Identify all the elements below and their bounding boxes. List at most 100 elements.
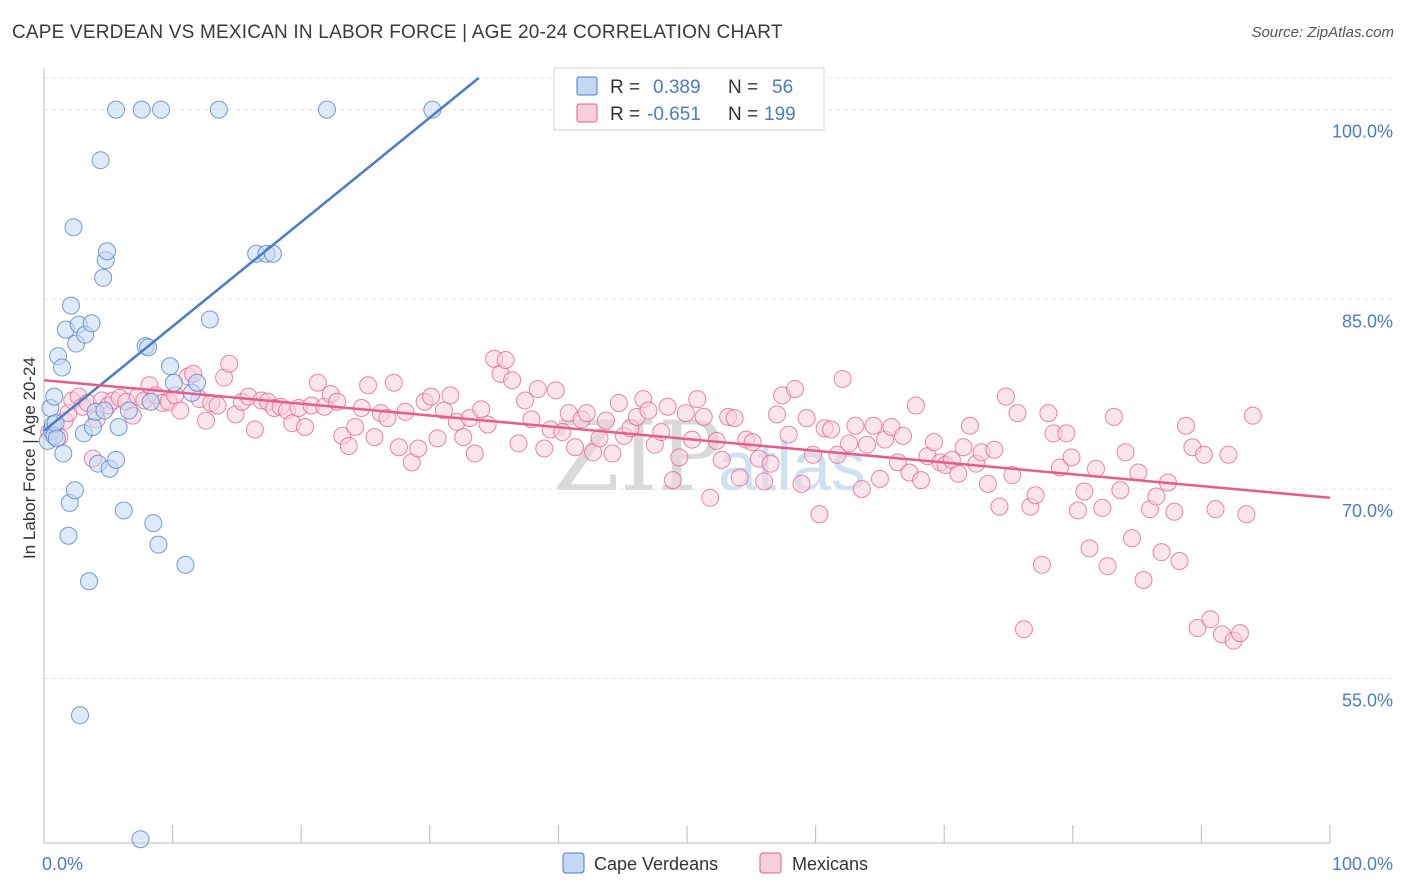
mexican-point xyxy=(339,436,358,455)
mexican-point xyxy=(688,390,707,409)
cape-verdean-point xyxy=(161,357,180,376)
mexican-point xyxy=(792,474,811,493)
mexican-point xyxy=(1104,407,1123,426)
cape-verdean-point xyxy=(65,481,84,500)
series-swatch-mexicans xyxy=(759,852,782,874)
mexican-point xyxy=(1170,552,1189,571)
cape-verdean-point xyxy=(98,242,117,261)
mexican-point xyxy=(761,454,780,473)
mexican-point xyxy=(596,411,615,430)
mexican-point xyxy=(1188,619,1207,638)
series-swatch-cape-verdeans xyxy=(562,852,585,874)
cape-verdean-point xyxy=(62,296,81,315)
mexican-point xyxy=(985,440,1004,459)
mexican-point xyxy=(1075,482,1094,501)
cape-verdean-point xyxy=(317,100,336,119)
mexican-point xyxy=(296,417,315,436)
mexican-point xyxy=(768,405,787,424)
mexican-point xyxy=(378,409,397,428)
mexican-point xyxy=(755,472,774,491)
legend-swatch-cape-verdeans xyxy=(576,76,598,96)
mexican-point xyxy=(864,416,883,435)
series-legend: Cape Verdeans Mexicans xyxy=(562,852,868,874)
legend-r-value-2: -0.651 xyxy=(647,104,701,125)
mexican-point xyxy=(852,479,871,498)
mexican-point xyxy=(712,450,731,469)
mexican-point xyxy=(1116,443,1135,462)
mexican-point xyxy=(725,409,744,428)
mexican-point xyxy=(797,409,816,428)
mexican-point xyxy=(894,426,913,445)
mexican-point xyxy=(1062,448,1081,467)
mexican-point xyxy=(1206,500,1225,519)
mexican-point xyxy=(978,474,997,493)
mexican-point xyxy=(786,380,805,399)
cape-verdean-point xyxy=(263,244,282,263)
mexican-point xyxy=(428,429,447,448)
mexican-point xyxy=(515,391,534,410)
cape-verdean-point xyxy=(83,417,102,436)
mexican-point xyxy=(1026,486,1045,505)
mexican-point xyxy=(730,468,749,487)
mexican-point xyxy=(577,404,596,423)
mexican-point xyxy=(1219,445,1238,464)
cape-verdean-point xyxy=(107,100,126,119)
mexican-point xyxy=(1147,487,1166,506)
mexican-point xyxy=(1129,463,1148,482)
mexican-point xyxy=(496,350,515,369)
cape-verdean-point xyxy=(80,572,99,591)
mexican-point xyxy=(954,438,973,457)
mexican-point xyxy=(663,471,682,490)
mexican-point xyxy=(1098,557,1117,576)
mexican-point xyxy=(465,444,484,463)
cape-verdean-point xyxy=(71,706,90,725)
x-tick-label-max: 100.0% xyxy=(1332,854,1393,874)
mexican-point xyxy=(1057,424,1076,443)
mexican-point xyxy=(1194,445,1213,464)
cape-verdean-point xyxy=(47,429,66,448)
mexican-point xyxy=(676,404,695,423)
mexican-point xyxy=(1230,624,1249,643)
mexican-point xyxy=(409,439,428,458)
mexican-point xyxy=(996,387,1015,406)
mexican-point xyxy=(906,396,925,415)
y-tick-label: 85.0% xyxy=(1342,311,1393,331)
mexican-point xyxy=(359,376,378,395)
mexican-point xyxy=(990,497,1009,516)
legend-box xyxy=(553,67,825,131)
cape-verdean-point xyxy=(209,100,228,119)
cape-verdean-point xyxy=(45,387,64,406)
cape-verdean-point xyxy=(82,314,101,333)
cape-verdean-point xyxy=(176,555,195,574)
cape-verdean-point xyxy=(152,100,171,119)
y-tick-label: 100.0% xyxy=(1332,122,1393,142)
mexican-point xyxy=(810,505,829,524)
mexican-point xyxy=(833,369,852,388)
mexican-point xyxy=(535,439,554,458)
mexican-point xyxy=(949,464,968,483)
cape-verdean-trend-line xyxy=(43,77,480,432)
legend-r-label-2: R = xyxy=(610,104,640,125)
mexican-point xyxy=(1176,416,1195,435)
mexican-point xyxy=(822,420,841,439)
cape-verdean-point xyxy=(119,401,138,420)
y-axis-label: In Labor Force | Age 20-24 xyxy=(20,357,39,559)
mexican-point xyxy=(1039,404,1058,423)
cape-verdean-point xyxy=(144,514,163,533)
mexican-point xyxy=(308,373,327,392)
mexican-point xyxy=(509,434,528,453)
cape-verdean-point xyxy=(164,373,183,392)
mexican-point xyxy=(389,438,408,457)
mexican-point xyxy=(870,469,889,488)
mexican-point xyxy=(472,400,491,419)
mexican-point xyxy=(1080,539,1099,558)
cape-verdean-point xyxy=(132,100,151,119)
axes: 55.0% 70.0% 85.0% 100.0% 0.0% 100.0% xyxy=(42,68,1393,874)
mexican-point xyxy=(609,393,628,412)
cape-verdean-point xyxy=(200,310,219,329)
mexican-point xyxy=(346,417,365,436)
cape-verdean-point xyxy=(64,218,83,237)
mexican-point xyxy=(670,448,689,467)
mexican-trend-line xyxy=(43,378,1331,500)
mexican-point xyxy=(422,387,441,406)
